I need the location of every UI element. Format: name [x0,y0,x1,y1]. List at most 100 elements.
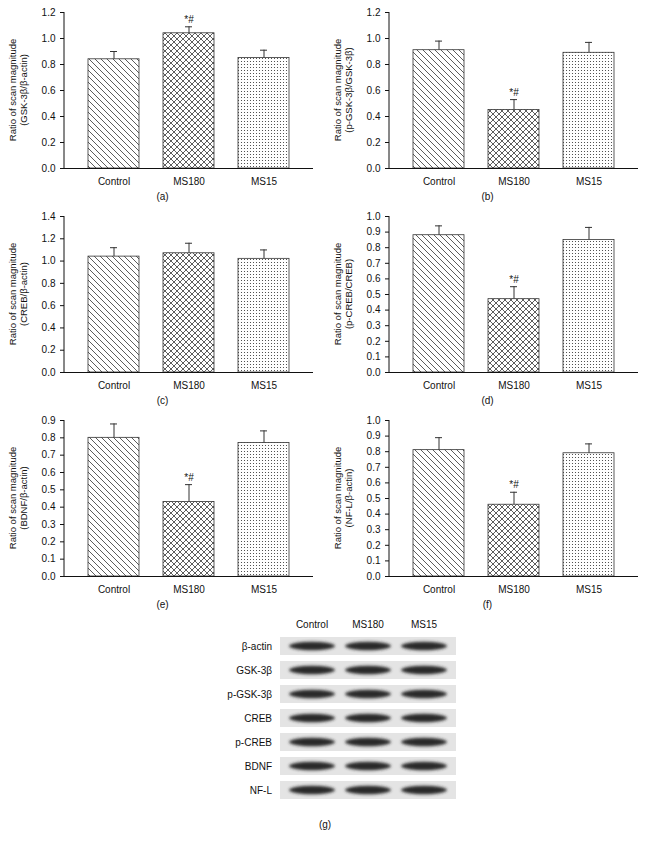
svg-text:MS15: MS15 [251,380,278,391]
svg-text:0.5: 0.5 [367,493,381,504]
svg-text:0.1: 0.1 [367,351,381,362]
svg-text:0.6: 0.6 [367,273,381,284]
svg-text:0.5: 0.5 [367,289,381,300]
svg-text:1.2: 1.2 [42,233,56,244]
svg-text:0.3: 0.3 [367,524,381,535]
svg-text:0.8: 0.8 [42,278,56,289]
svg-text:0.2: 0.2 [42,536,56,547]
svg-text:0.6: 0.6 [42,300,56,311]
svg-text:0.7: 0.7 [367,462,381,473]
svg-text:0.3: 0.3 [42,519,56,530]
svg-text:0.4: 0.4 [367,304,381,315]
svg-text:0.9: 0.9 [367,430,381,441]
svg-text:1.4: 1.4 [42,211,56,222]
svg-text:Control: Control [423,380,455,391]
svg-text:0.2: 0.2 [42,137,56,148]
svg-text:0.0: 0.0 [367,571,381,582]
svg-text:0.0: 0.0 [42,367,56,378]
svg-text:MS15: MS15 [576,584,603,595]
svg-text:0.6: 0.6 [42,467,56,478]
svg-text:0.4: 0.4 [367,111,381,122]
svg-text:1.0: 1.0 [367,33,381,44]
svg-text:0.4: 0.4 [42,111,56,122]
svg-text:0.6: 0.6 [42,85,56,96]
svg-text:0.8: 0.8 [367,59,381,70]
svg-text:0.2: 0.2 [42,344,56,355]
html-text:(a): (a) [156,191,169,202]
svg-text:0.0: 0.0 [367,163,381,174]
svg-text:MS180: MS180 [173,584,205,595]
svg-text:0.8: 0.8 [42,432,56,443]
svg-text:Ratio of scan magnitude(BDNF/β: Ratio of scan magnitude(BDNF/β-actin) [7,447,29,549]
svg-text:0.8: 0.8 [367,446,381,457]
svg-text:0.2: 0.2 [367,540,381,551]
svg-text:1.0: 1.0 [367,211,381,222]
svg-text:Ratio of scan magnitude(CREB/β: Ratio of scan magnitude(CREB/β-actin) [7,243,29,345]
svg-text:1.2: 1.2 [367,7,381,18]
svg-text:0.8: 0.8 [367,242,381,253]
svg-text:1.0: 1.0 [367,415,381,426]
svg-text:MS180: MS180 [498,584,530,595]
svg-text:*#: *# [184,472,194,483]
svg-text:0.7: 0.7 [42,449,56,460]
svg-text:0.0: 0.0 [42,571,56,582]
svg-text:MS180: MS180 [498,176,530,187]
html-text:(e): (e) [156,599,169,610]
svg-text:NF-L: NF-L [250,785,273,796]
svg-text:0.7: 0.7 [367,258,381,269]
svg-text:0.8: 0.8 [42,59,56,70]
svg-text:Control: Control [98,380,130,391]
svg-text:MS180: MS180 [498,380,530,391]
svg-text:0.1: 0.1 [42,553,56,564]
html-text:(b): (b) [481,191,494,202]
html-text:(c): (c) [156,395,169,406]
svg-text:p-CREB: p-CREB [235,737,272,748]
svg-text:0.9: 0.9 [367,226,381,237]
svg-text:0.2: 0.2 [367,137,381,148]
svg-text:0.5: 0.5 [42,484,56,495]
svg-text:MS180: MS180 [352,619,384,630]
svg-text:0.4: 0.4 [367,508,381,519]
svg-text:BDNF: BDNF [245,761,272,772]
svg-text:Control: Control [423,176,455,187]
svg-text:MS15: MS15 [251,176,278,187]
svg-text:0.9: 0.9 [42,415,56,426]
svg-text:*#: *# [184,14,194,25]
svg-text:MS180: MS180 [173,176,205,187]
svg-text:0.0: 0.0 [367,367,381,378]
svg-text:β-actin: β-actin [242,641,272,652]
svg-text:Control: Control [296,619,328,630]
svg-text:0.1: 0.1 [367,555,381,566]
svg-text:Ratio of scan magnitude(GSK-3β: Ratio of scan magnitude(GSK-3β/β-actin) [7,39,29,141]
svg-text:p-GSK-3β: p-GSK-3β [227,689,272,700]
svg-text:*#: *# [509,274,519,285]
svg-text:Ratio of scan magnitude(p-GSK-: Ratio of scan magnitude(p-GSK-3β/GSK-3β) [332,39,354,141]
svg-text:*#: *# [509,87,519,98]
svg-text:0.2: 0.2 [367,336,381,347]
svg-text:MS15: MS15 [411,619,438,630]
svg-text:0.6: 0.6 [367,477,381,488]
svg-text:0.4: 0.4 [42,501,56,512]
svg-text:CREB: CREB [244,713,272,724]
svg-text:Ratio of scan magnitude(p-CREB: Ratio of scan magnitude(p-CREB/CREB) [332,243,354,345]
svg-text:MS15: MS15 [576,380,603,391]
svg-text:0.0: 0.0 [42,163,56,174]
svg-text:Control: Control [423,584,455,595]
svg-text:1.0: 1.0 [42,255,56,266]
svg-text:MS180: MS180 [173,380,205,391]
svg-text:*#: *# [509,479,519,490]
html-text:(f): (f) [482,599,493,610]
svg-text:0.6: 0.6 [367,85,381,96]
svg-text:0.3: 0.3 [367,320,381,331]
svg-text:MS15: MS15 [576,176,603,187]
svg-text:0.4: 0.4 [42,322,56,333]
svg-text:GSK-3β: GSK-3β [236,665,272,676]
svg-text:Control: Control [98,176,130,187]
svg-text:Ratio of scan magnitude(NF-L/β: Ratio of scan magnitude(NF-L/β-actin) [332,447,354,549]
svg-text:MS15: MS15 [251,584,278,595]
svg-text:1.2: 1.2 [42,7,56,18]
html-text:(d): (d) [481,395,494,406]
svg-text:1.0: 1.0 [42,33,56,44]
svg-text:Control: Control [98,584,130,595]
svg-text:(g): (g) [319,819,331,830]
